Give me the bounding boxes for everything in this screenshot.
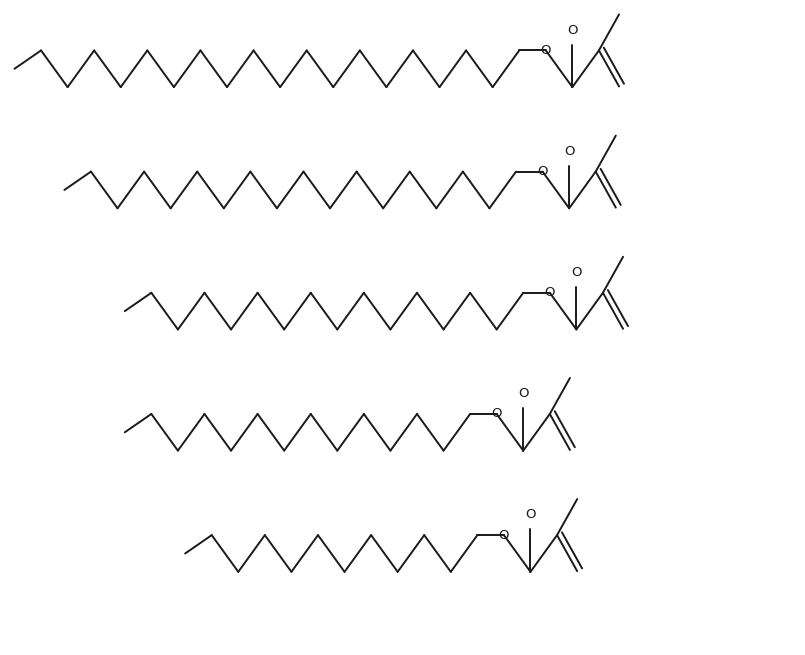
Text: O: O bbox=[518, 387, 529, 400]
Text: O: O bbox=[544, 286, 555, 299]
Text: O: O bbox=[525, 508, 536, 521]
Text: O: O bbox=[537, 165, 548, 178]
Text: O: O bbox=[540, 44, 551, 57]
Text: O: O bbox=[571, 266, 582, 279]
Text: O: O bbox=[491, 407, 502, 421]
Text: O: O bbox=[567, 24, 578, 37]
Text: O: O bbox=[498, 529, 510, 542]
Text: O: O bbox=[564, 145, 575, 158]
